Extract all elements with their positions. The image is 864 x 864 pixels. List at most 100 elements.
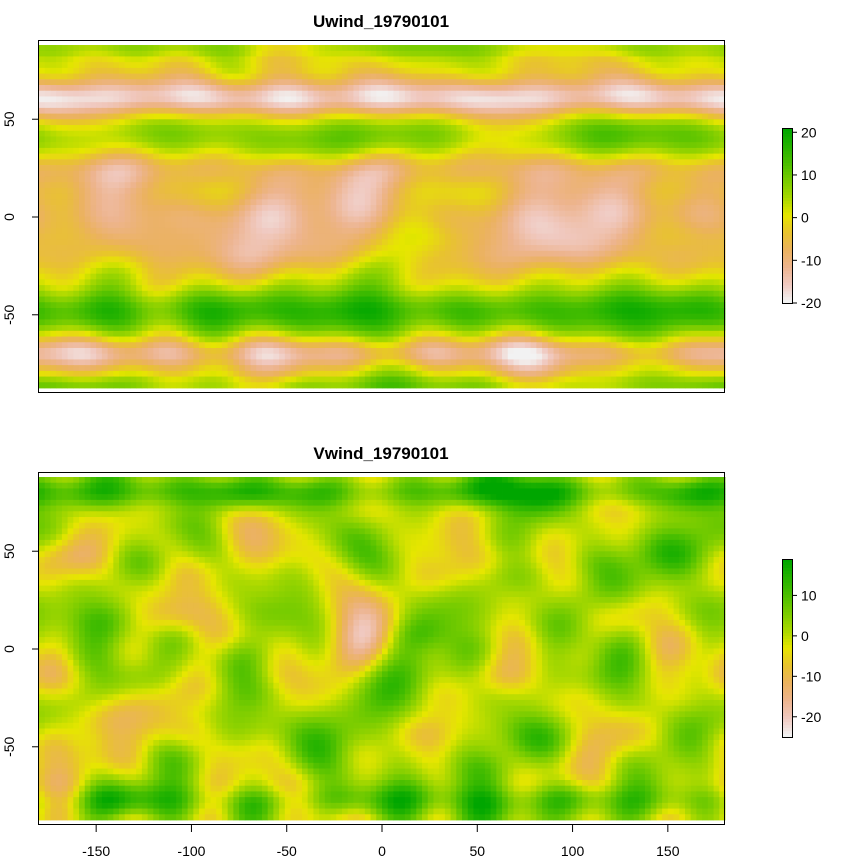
heatmap-cell [44,170,51,177]
heatmap-cell [542,130,549,137]
heatmap-cell [159,170,166,177]
heatmap-cell [456,210,463,217]
heatmap-cell [159,142,166,149]
heatmap-cell [239,142,246,149]
heatmap-cell [582,262,589,269]
heatmap-cell [633,227,640,235]
heatmap-cell [479,159,486,166]
heatmap-cell [261,136,269,143]
heatmap-cell [599,227,606,235]
heatmap-cell [96,210,103,217]
heatmap-cell [170,102,177,109]
heatmap-cell [513,67,520,74]
heatmap-cell [90,170,97,177]
heatmap-cell [513,90,520,97]
heatmap-cell [313,279,320,286]
heatmap-cell [719,56,726,63]
heatmap-cell [422,142,429,149]
heatmap-cell [159,239,166,246]
heatmap-cell [547,153,554,160]
heatmap-cell [79,90,86,97]
heatmap-cell [593,216,600,223]
heatmap-cell [587,165,594,172]
heatmap-cell [113,176,120,183]
heatmap-cell [90,96,97,103]
heatmap-cell [130,205,137,212]
heatmap-cell [547,216,554,223]
heatmap-cell [604,136,612,143]
heatmap-cell [667,79,674,86]
heatmap-cell [101,256,108,263]
heatmap-cell [279,147,286,155]
heatmap-cell [176,90,183,97]
heatmap-cell [462,256,469,263]
heatmap-cell [359,176,366,183]
heatmap-cell [604,62,612,69]
heatmap-cell [422,273,429,280]
heatmap-cell [502,50,509,57]
heatmap-cell [319,239,326,246]
heatmap-cell [570,136,577,143]
heatmap-cell [644,216,652,223]
heatmap-cell [113,45,120,52]
heatmap-cell [462,216,469,223]
heatmap-cell [627,159,634,166]
heatmap-cell [622,256,629,263]
heatmap-cell [690,102,697,109]
heatmap-cell [530,187,537,195]
heatmap-cell [221,96,229,103]
heatmap-cell [702,56,709,63]
heatmap-cell [136,125,143,132]
heatmap-cell [673,73,680,80]
heatmap-cell [364,250,371,257]
heatmap-cell [393,193,400,200]
heatmap-cell [324,273,331,280]
heatmap-cell [290,45,297,52]
heatmap-cell [341,256,349,263]
heatmap-cell [130,73,137,80]
heatmap-cell [570,170,577,177]
heatmap-cell [667,96,674,103]
heatmap-cell [679,56,686,63]
heatmap-cell [404,279,411,286]
heatmap-cell [364,279,371,286]
heatmap-cell [244,119,251,126]
heatmap-cell [96,136,103,143]
heatmap-cell [324,182,331,189]
heatmap-cell [570,67,577,74]
heatmap-cell [336,50,343,57]
heatmap-cell [90,256,97,263]
heatmap-cell [604,107,612,114]
heatmap-cell [484,136,492,143]
heatmap-cell [250,170,257,177]
heatmap-cell [96,159,103,166]
heatmap-cell [353,96,360,103]
heatmap-cell [159,187,166,195]
heatmap-cell [193,182,200,189]
heatmap-cell [484,125,492,132]
heatmap-cell [456,102,463,109]
heatmap-cell [359,107,366,114]
heatmap-cell [170,130,177,137]
heatmap-cell [467,107,474,114]
heatmap-cell [719,85,726,92]
heatmap-cell [250,227,257,235]
heatmap-cell [301,119,309,126]
heatmap-cell [113,199,120,206]
heatmap-cell [524,147,532,155]
heatmap-cell [256,73,263,80]
heatmap-cell [564,147,572,155]
heatmap-cell [359,267,366,275]
heatmap-cell [56,250,63,257]
heatmap-cell [216,113,223,120]
heatmap-cell [233,170,240,177]
heatmap-cell [250,250,257,257]
heatmap-cell [433,62,440,69]
heatmap-cell [639,176,646,183]
heatmap-cell [284,245,291,252]
heatmap-cell [90,250,97,257]
heatmap-cell [301,159,309,166]
heatmap-cell [50,222,57,229]
heatmap-cell [650,73,657,80]
